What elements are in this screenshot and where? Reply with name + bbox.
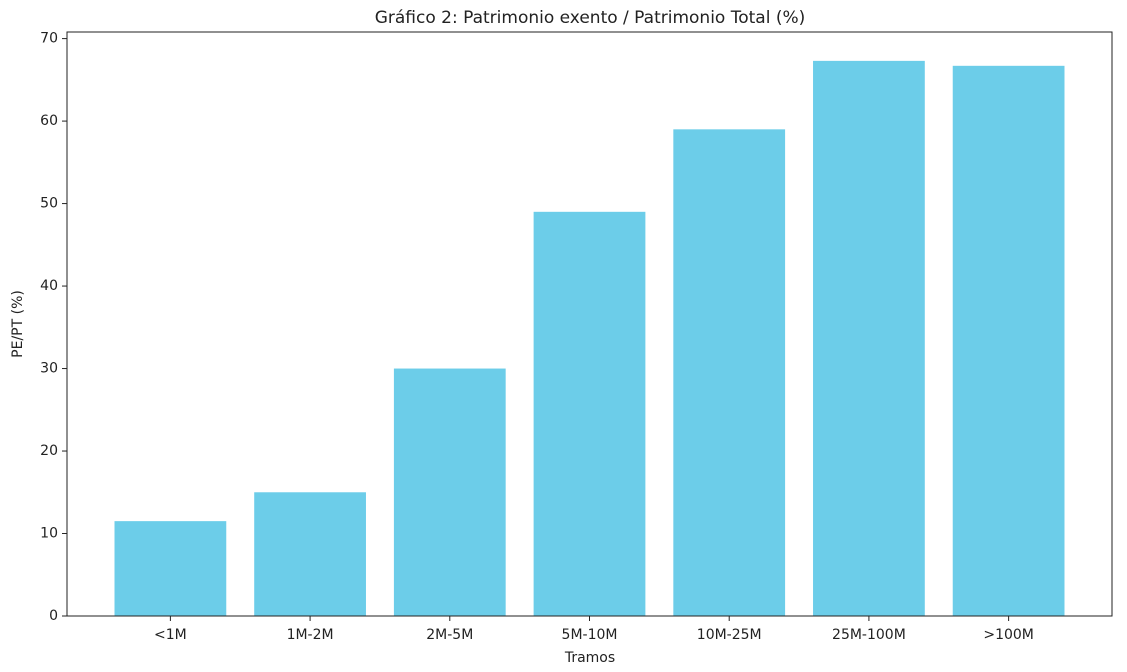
x-tick-label: 2M-5M [426, 627, 473, 643]
bar [533, 211, 646, 616]
x-tick-label: 1M-2M [287, 627, 334, 643]
bar [813, 60, 925, 616]
plot-frame [66, 31, 1113, 617]
x-tick-label: 25M-100M [832, 627, 906, 643]
bar [254, 492, 366, 616]
y-axis-label: PE/PT (%) [10, 290, 26, 358]
x-tick-label: 10M-25M [697, 627, 762, 643]
y-tick-label: 20 [40, 443, 58, 459]
y-tick-label: 10 [40, 526, 58, 542]
bar [393, 368, 506, 616]
y-tick-label: 70 [40, 31, 58, 47]
y-tick-label: 30 [40, 361, 58, 377]
x-axis-label: Tramos [564, 650, 615, 666]
chart-title: Gráfico 2: Patrimonio exento / Patrimoni… [375, 8, 806, 28]
bar [952, 65, 1065, 616]
x-tick-label: >100M [983, 627, 1034, 643]
y-tick-label: 60 [40, 113, 58, 129]
bar [114, 521, 227, 616]
y-tick-label: 0 [49, 608, 58, 624]
x-tick-label: <1M [154, 627, 187, 643]
bar [673, 129, 786, 617]
y-tick-label: 40 [40, 278, 58, 294]
y-tick-label: 50 [40, 196, 58, 212]
x-tick-label: 5M-10M [562, 627, 618, 643]
